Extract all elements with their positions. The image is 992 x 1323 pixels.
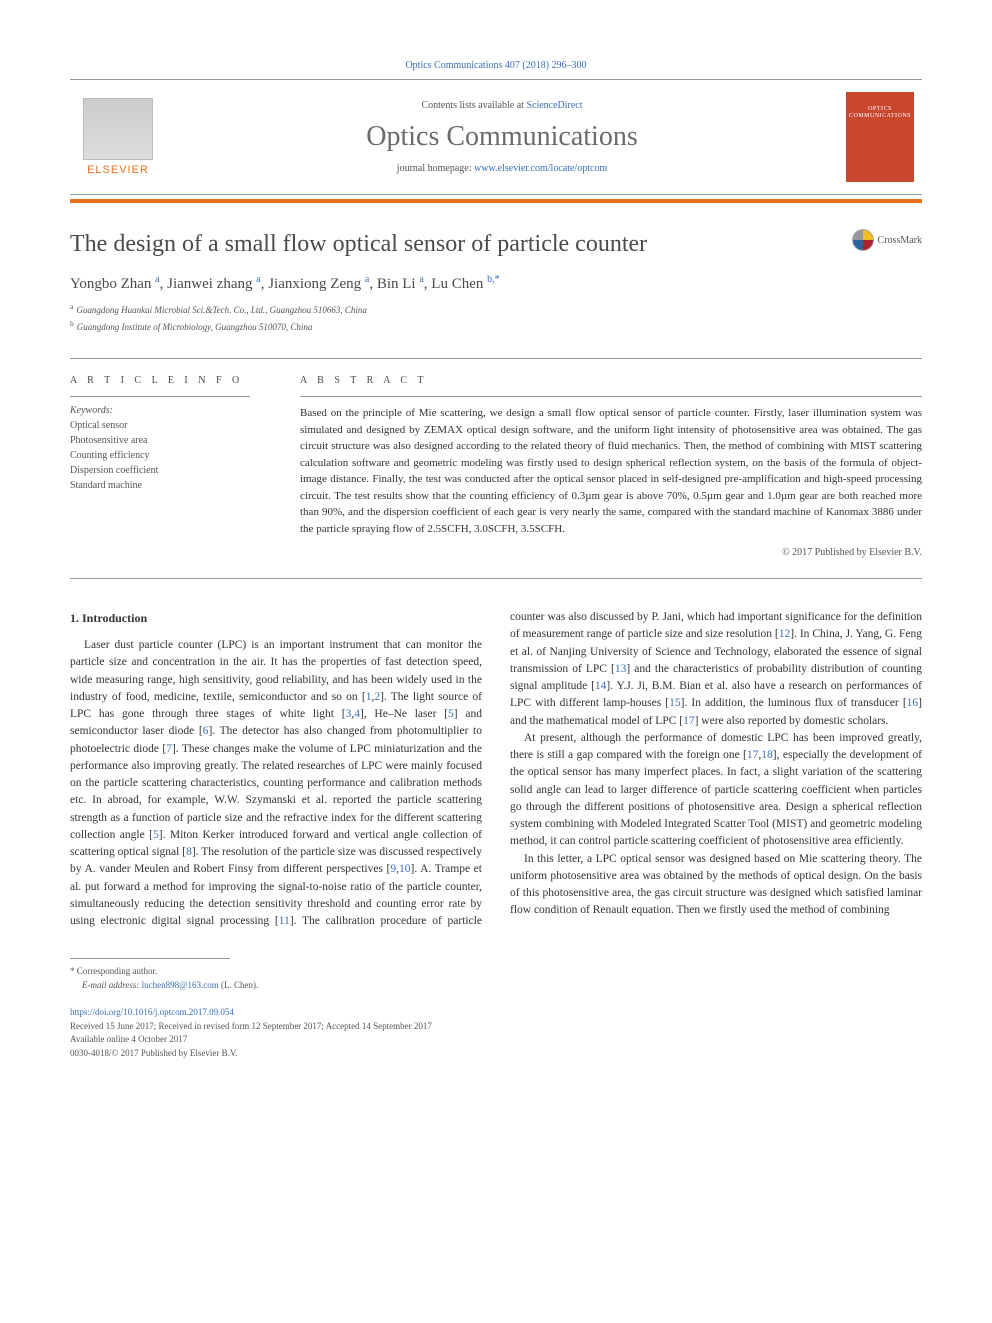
email-attr: (L. Chen). xyxy=(219,980,259,990)
email-label-text: E-mail address: xyxy=(82,980,142,990)
author-affil-link[interactable]: a xyxy=(419,274,423,285)
journal-cover-thumb: OPTICS COMMUNICATIONS xyxy=(846,92,914,182)
ref-link[interactable]: 16 xyxy=(907,697,919,709)
publisher-logo: ELSEVIER xyxy=(78,92,158,182)
homepage-line: journal homepage: www.elsevier.com/locat… xyxy=(158,163,846,174)
article-title: The design of a small flow optical senso… xyxy=(70,229,647,260)
crossmark-badge[interactable]: CrossMark xyxy=(852,229,922,251)
ref-link[interactable]: 14 xyxy=(595,680,607,692)
abstract-label: A B S T R A C T xyxy=(300,375,922,386)
abstract-copyright: © 2017 Published by Elsevier B.V. xyxy=(300,547,922,558)
footer-block: https://doi.org/10.1016/j.optcom.2017.09… xyxy=(70,1006,922,1060)
author: Lu Chen b,* xyxy=(431,276,499,292)
affiliations: aGuangdong Huankai Microbial Sci.&Tech. … xyxy=(70,301,922,334)
homepage-link[interactable]: www.elsevier.com/locate/optcom xyxy=(474,163,607,174)
email-link[interactable]: luchen898@163.com xyxy=(142,980,219,990)
author: Bin Li a xyxy=(377,276,424,292)
citation-link[interactable]: Optics Communications 407 (2018) 296–300 xyxy=(405,60,586,71)
journal-name: Optics Communications xyxy=(158,121,846,153)
issn-line: 0030-4018/© 2017 Published by Elsevier B… xyxy=(70,1047,922,1061)
keyword: Dispersion coefficient xyxy=(70,463,270,478)
keyword: Standard machine xyxy=(70,478,270,493)
body-text: 1. Introduction Laser dust particle coun… xyxy=(70,609,922,930)
keywords-list: Optical sensorPhotosensitive areaCountin… xyxy=(70,418,270,493)
cover-title-line1: OPTICS xyxy=(868,106,892,113)
affiliation-line: aGuangdong Huankai Microbial Sci.&Tech. … xyxy=(70,301,922,318)
journal-header-box: ELSEVIER Contents lists available at Sci… xyxy=(70,79,922,195)
ref-link[interactable]: 13 xyxy=(615,663,627,675)
header-rule xyxy=(70,199,922,203)
online-line: Available online 4 October 2017 xyxy=(70,1033,922,1047)
contents-prefix: Contents lists available at xyxy=(421,100,526,111)
publisher-name: ELSEVIER xyxy=(87,164,149,176)
keyword: Optical sensor xyxy=(70,418,270,433)
info-rule xyxy=(70,396,250,397)
abstract-column: A B S T R A C T Based on the principle o… xyxy=(300,375,922,558)
author-affil-link[interactable]: a xyxy=(256,274,260,285)
cover-title-line2: COMMUNICATIONS xyxy=(849,113,911,120)
section-heading-1: 1. Introduction xyxy=(70,609,482,627)
author: Yongbo Zhan a xyxy=(70,276,160,292)
header-center: Contents lists available at ScienceDirec… xyxy=(158,100,846,174)
ref-link[interactable]: 10 xyxy=(399,863,411,875)
author: Jianxiong Zeng a xyxy=(268,276,369,292)
ref-link[interactable]: 17 xyxy=(683,715,695,727)
title-row: The design of a small flow optical senso… xyxy=(70,229,922,260)
crossmark-label: CrossMark xyxy=(878,235,922,246)
author-affil-link[interactable]: a xyxy=(155,274,159,285)
body-para-3: In this letter, a LPC optical sensor was… xyxy=(510,851,922,920)
text-run: ], especially the development of the opt… xyxy=(510,749,922,847)
page-container: Optics Communications 407 (2018) 296–300… xyxy=(0,0,992,1100)
author-affil-link[interactable]: b,* xyxy=(487,274,500,285)
author-affil-link[interactable]: a xyxy=(365,274,369,285)
doi-link[interactable]: https://doi.org/10.1016/j.optcom.2017.09… xyxy=(70,1007,234,1017)
running-head: Optics Communications 407 (2018) 296–300 xyxy=(70,60,922,71)
text-run: ], He–Ne laser [ xyxy=(360,708,448,720)
keywords-label: Keywords: xyxy=(70,405,270,416)
sciencedirect-link[interactable]: ScienceDirect xyxy=(526,100,582,111)
text-run: ]. These changes make the volume of LPC … xyxy=(70,743,482,841)
article-info-label: A R T I C L E I N F O xyxy=(70,375,270,386)
ref-link[interactable]: 12 xyxy=(779,628,791,640)
homepage-prefix: journal homepage: xyxy=(397,163,474,174)
info-abstract-row: A R T I C L E I N F O Keywords: Optical … xyxy=(70,358,922,579)
affiliation-line: bGuangdong Institute of Microbiology, Gu… xyxy=(70,318,922,335)
text-run: ] were also reported by domestic scholar… xyxy=(695,715,889,727)
corresponding-author-note: * Corresponding author. xyxy=(70,965,922,979)
author-list: Yongbo Zhan a, Jianwei zhang a, Jianxion… xyxy=(70,274,922,293)
author: Jianwei zhang a xyxy=(167,276,261,292)
keyword: Counting efficiency xyxy=(70,448,270,463)
ref-link[interactable]: 17 xyxy=(747,749,759,761)
body-para-2: At present, although the performance of … xyxy=(510,730,922,851)
article-info-column: A R T I C L E I N F O Keywords: Optical … xyxy=(70,375,270,558)
ref-link[interactable]: 18 xyxy=(761,749,773,761)
elsevier-tree-icon xyxy=(83,98,153,160)
ref-link[interactable]: 11 xyxy=(279,915,290,927)
text-run: ]. In addition, the luminous flux of tra… xyxy=(681,697,907,709)
email-label: E-mail address: xyxy=(82,980,142,990)
keyword: Photosensitive area xyxy=(70,433,270,448)
contents-line: Contents lists available at ScienceDirec… xyxy=(158,100,846,111)
ref-link[interactable]: 15 xyxy=(669,697,681,709)
history-line: Received 15 June 2017; Received in revis… xyxy=(70,1020,922,1034)
abstract-rule xyxy=(300,396,922,397)
abstract-text: Based on the principle of Mie scattering… xyxy=(300,405,922,537)
crossmark-icon xyxy=(852,229,874,251)
footnote-rule xyxy=(70,958,230,959)
email-line: E-mail address: luchen898@163.com (L. Ch… xyxy=(70,979,922,993)
